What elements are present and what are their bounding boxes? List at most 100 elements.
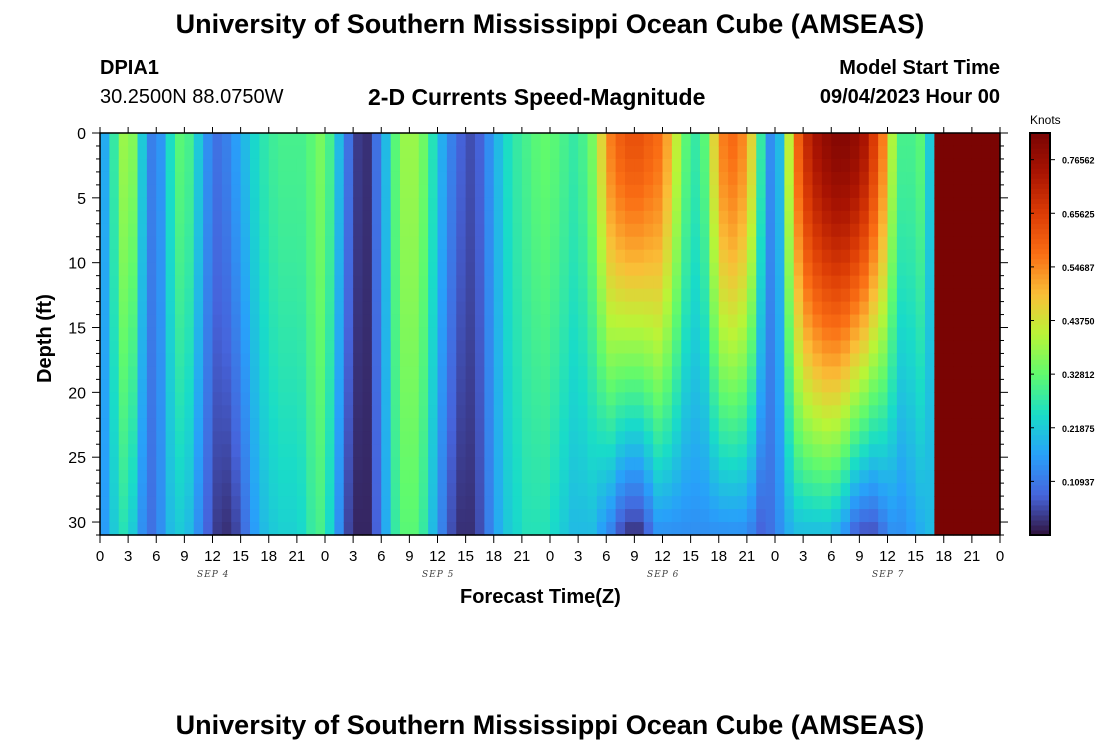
heatmap-cell	[371, 158, 382, 173]
heatmap-cell	[775, 133, 785, 147]
heatmap-cell	[803, 275, 814, 290]
heatmap-cell	[728, 392, 739, 406]
heatmap-cell	[212, 366, 223, 380]
heatmap-cell	[512, 184, 523, 199]
heatmap-cell	[812, 236, 823, 251]
y-tick-label: 0	[77, 126, 86, 143]
heatmap-cell	[259, 340, 270, 355]
heatmap-cell	[353, 197, 364, 212]
heatmap-cell	[653, 327, 664, 342]
heatmap-cell	[850, 431, 860, 445]
heatmap-cell	[240, 288, 251, 303]
heatmap-cell	[812, 288, 823, 303]
heatmap-cell	[362, 392, 373, 406]
heatmap-cell	[325, 340, 335, 355]
heatmap-cell	[850, 483, 860, 497]
heatmap-cell	[503, 392, 514, 406]
heatmap-cell	[662, 340, 673, 355]
heatmap-cell	[465, 496, 476, 510]
heatmap-cell	[962, 457, 973, 471]
heatmap-cell	[343, 301, 354, 316]
heatmap-cell	[850, 353, 860, 368]
heatmap-cell	[615, 249, 626, 264]
heatmap-cell	[231, 133, 242, 147]
heatmap-cell	[550, 314, 560, 329]
heatmap-cell	[981, 158, 992, 173]
heatmap-cell	[118, 145, 129, 160]
heatmap-cell	[887, 288, 898, 303]
heatmap-cell	[540, 145, 551, 160]
heatmap-cell	[756, 210, 767, 225]
heatmap-cell	[484, 457, 495, 471]
x-tick-label: 18	[935, 548, 952, 565]
heatmap-cell	[465, 379, 476, 393]
heatmap-cell	[709, 171, 720, 186]
heatmap-cell	[671, 275, 682, 290]
heatmap-cell	[371, 223, 382, 238]
heatmap-cell	[484, 470, 495, 484]
heatmap-cell	[484, 249, 495, 264]
heatmap-cell	[625, 314, 635, 329]
heatmap-cell	[437, 457, 448, 471]
heatmap-cell	[193, 509, 204, 523]
heatmap-cell	[840, 340, 851, 355]
heatmap-cell	[381, 522, 392, 536]
heatmap-cell	[540, 509, 551, 523]
heatmap-cell	[784, 275, 795, 290]
heatmap-cell	[840, 288, 851, 303]
heatmap-cell	[343, 496, 354, 510]
x-axis: 0 3 6 9 12 15 18 21 0 3 6 9 12 15 18 21 0 3 6 9 12 15 18 21 0 3 6 9…	[96, 127, 1004, 565]
heatmap-cell	[700, 145, 710, 160]
heatmap-cell	[371, 249, 382, 264]
heatmap-cell	[709, 133, 720, 147]
heatmap-cell	[596, 197, 607, 212]
heatmap-cell	[550, 133, 560, 147]
heatmap-cell	[868, 509, 879, 523]
heatmap-cell	[746, 288, 757, 303]
heatmap-cell	[456, 145, 467, 160]
heatmap-cell	[240, 353, 251, 368]
heatmap-cell	[128, 275, 139, 290]
heatmap-cell	[568, 405, 579, 419]
heatmap-cell	[943, 133, 954, 147]
heatmap-cell	[840, 405, 851, 419]
heatmap-cell	[775, 340, 785, 355]
heatmap-cell	[690, 133, 701, 147]
colorbar-segment	[1030, 183, 1050, 189]
heatmap-cell	[915, 470, 926, 484]
heatmap-cell	[821, 301, 832, 316]
heatmap-cell	[371, 431, 382, 445]
heatmap-cell	[990, 405, 1001, 419]
heatmap-cell	[906, 327, 917, 342]
colorbar-tick-label: 0.21875	[1062, 424, 1095, 434]
heatmap-cell	[681, 158, 692, 173]
heatmap-cell	[821, 366, 832, 380]
heatmap-cell	[306, 340, 317, 355]
heatmap-cell	[137, 327, 148, 342]
heatmap-cell	[296, 171, 307, 186]
heatmap-cell	[821, 496, 832, 510]
heatmap-cell	[268, 405, 279, 419]
heatmap-cell	[146, 483, 157, 497]
heatmap-cell	[925, 457, 935, 471]
heatmap-cell	[962, 340, 973, 355]
heatmap-cell	[240, 145, 251, 160]
heatmap-cell	[728, 314, 739, 329]
heatmap-cell	[850, 249, 860, 264]
heatmap-cell	[437, 470, 448, 484]
heatmap-cell	[793, 184, 804, 199]
heatmap-cell	[821, 223, 832, 238]
heatmap-cell	[550, 327, 560, 342]
heatmap-cell	[587, 340, 598, 355]
heatmap-cell	[287, 470, 298, 484]
heatmap-cell	[437, 288, 448, 303]
heatmap-cell	[925, 522, 935, 536]
heatmap-cell	[700, 418, 710, 432]
heatmap-cell	[887, 392, 898, 406]
heatmap-cell	[353, 405, 364, 419]
heatmap-cell	[193, 301, 204, 316]
heatmap-cell	[100, 262, 110, 277]
heatmap-cell	[540, 314, 551, 329]
heatmap-cell	[118, 223, 129, 238]
heatmap-cell	[296, 444, 307, 458]
